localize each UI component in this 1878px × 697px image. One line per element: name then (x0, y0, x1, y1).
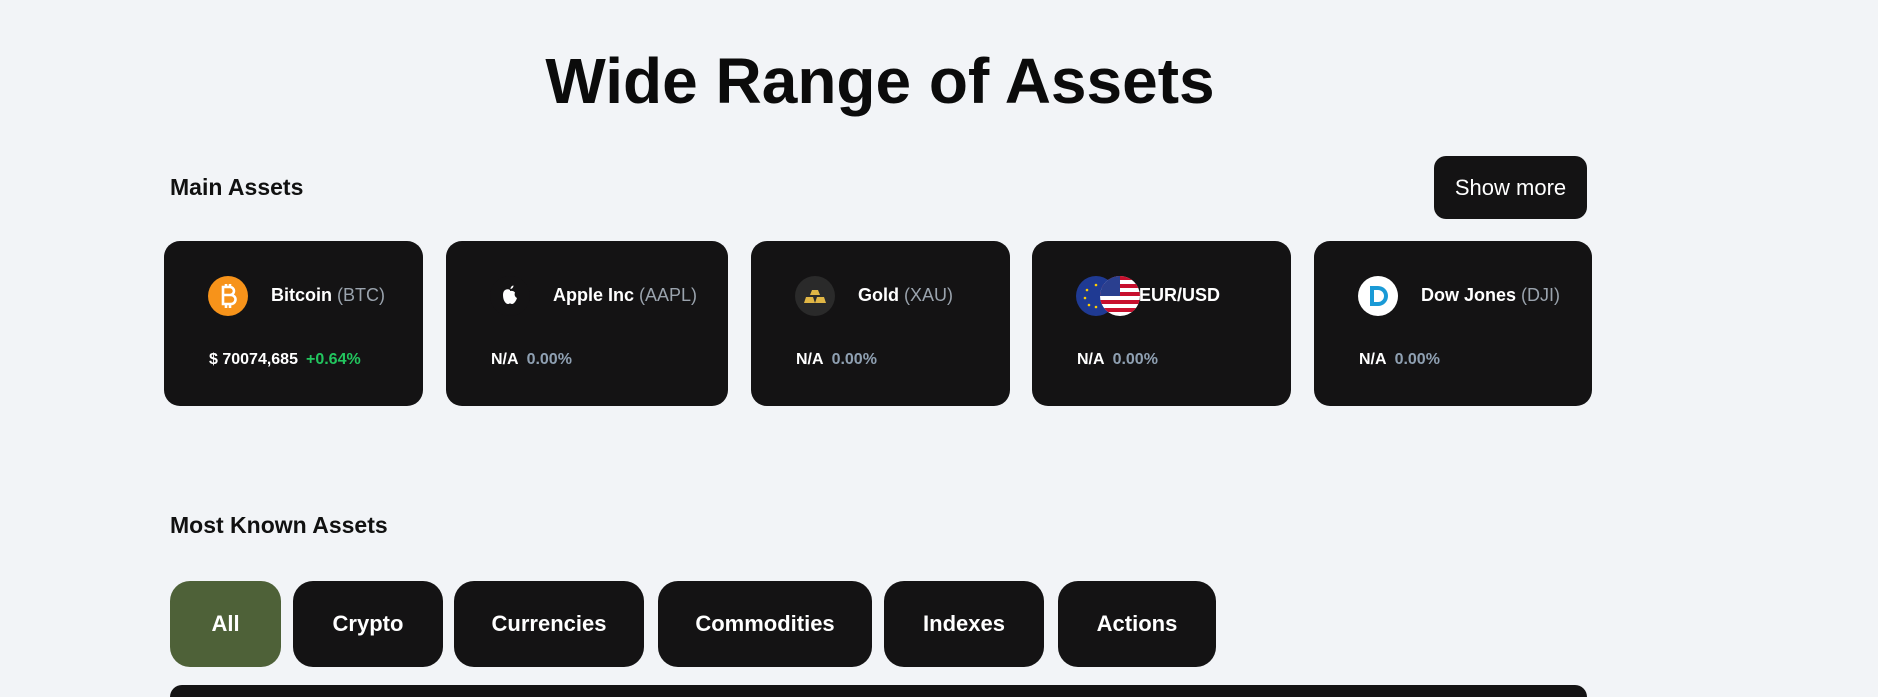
page-title: Wide Range of Assets (545, 45, 1215, 117)
filter-tab[interactable]: Crypto (293, 581, 443, 667)
asset-name: Bitcoin (BTC) (271, 285, 386, 305)
asset-price-row: $ 70074,685 +0.64% (209, 351, 361, 368)
asset-name: EUR/USD (1139, 285, 1221, 305)
asset-name: Apple Inc (AAPL) (553, 285, 698, 305)
filter-tab[interactable]: All (170, 581, 281, 667)
filter-tab[interactable]: Indexes (884, 581, 1044, 667)
asset-price-row: N/A 0.00% (796, 351, 877, 368)
asset-name: Dow Jones (DJI) (1421, 285, 1561, 305)
eurusd-icon (1076, 276, 1140, 316)
asset-card[interactable]: EUR/USD N/A 0.00% (1032, 241, 1291, 406)
asset-price-row: N/A 0.00% (1077, 351, 1158, 368)
asset-card[interactable]: Dow Jones (DJI) N/A 0.00% (1314, 241, 1592, 406)
bitcoin-icon (208, 276, 248, 316)
filter-tab[interactable]: Commodities (658, 581, 872, 667)
asset-price-row: N/A 0.00% (1359, 351, 1440, 368)
section-title: Main Assets (170, 174, 304, 200)
gold-icon (795, 276, 835, 316)
asset-card[interactable]: Bitcoin (BTC) $ 70074,685 +0.64% (164, 241, 423, 406)
filter-tab[interactable]: Actions (1058, 581, 1216, 667)
asset-price-row: N/A 0.00% (491, 351, 572, 368)
apple-icon (490, 276, 530, 316)
asset-name: Gold (XAU) (858, 285, 954, 305)
asset-card[interactable]: Apple Inc (AAPL) N/A 0.00% (446, 241, 728, 406)
asset-card[interactable]: Gold (XAU) N/A 0.00% (751, 241, 1010, 406)
asset-list-panel (170, 685, 1587, 697)
show-more-button[interactable]: Show more (1434, 156, 1587, 219)
section-title: Most Known Assets (170, 512, 388, 538)
dow-jones-icon (1358, 276, 1398, 316)
filter-tab[interactable]: Currencies (454, 581, 644, 667)
